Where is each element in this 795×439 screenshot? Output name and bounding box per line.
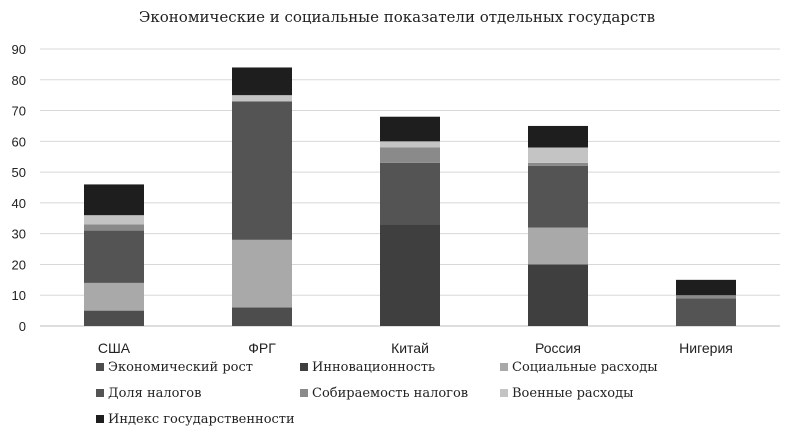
x-category-label: Нигерия: [679, 340, 733, 356]
y-tick-label-10: 10: [12, 288, 26, 303]
legend-swatch-4: [96, 389, 104, 397]
bar-segment-2-6: [232, 95, 292, 102]
legend-label-5: Собираемость налогов: [312, 386, 468, 401]
bar-segment-1-7: [84, 184, 144, 216]
bar-segment-1-5: [84, 224, 144, 231]
y-tick-label-50: 50: [12, 165, 26, 180]
y-tick-label-20: 20: [12, 257, 26, 272]
bar-segment-4-3: [528, 227, 588, 265]
bar-segment-5-4: [676, 298, 736, 326]
legend-swatch-3: [500, 363, 508, 371]
legend-swatch-1: [96, 363, 104, 371]
y-axis-ticks: 0 10 20 30 40 50 60 70 80 90: [12, 42, 26, 334]
legend-label-1: Экономический рост: [108, 360, 253, 375]
bar-segment-4-5: [528, 162, 588, 166]
bar-segment-2-7: [232, 67, 292, 96]
y-tick-label-30: 30: [12, 227, 26, 242]
bar-segment-4-4: [528, 165, 588, 228]
x-category-label: ФРГ: [248, 340, 276, 356]
bar-segment-1-1: [84, 310, 144, 326]
legend-swatch-7: [96, 415, 104, 423]
bar-segment-3-6: [380, 141, 440, 148]
bar-segment-3-2: [380, 224, 440, 326]
legend-label-7: Индекс государственности: [108, 412, 295, 427]
legend-label-2: Инновационность: [312, 360, 435, 375]
bar-segment-1-6: [84, 215, 144, 225]
bar-segment-5-7: [676, 279, 736, 296]
y-tick-label-90: 90: [12, 42, 26, 57]
bar-segment-4-2: [528, 264, 588, 326]
x-axis-categories: США ФРГ Китай Россия Нигерия: [98, 340, 733, 356]
bar-segment-4-7: [528, 125, 588, 148]
bar-segment-2-4: [232, 101, 292, 240]
bar-segment-3-4: [380, 162, 440, 225]
legend-label-3: Социальные расходы: [512, 360, 658, 375]
bar-segment-5-5: [676, 295, 736, 299]
y-tick-label-60: 60: [12, 134, 26, 149]
bar-segment-1-4: [84, 230, 144, 283]
legend-label-6: Военные расходы: [512, 386, 633, 401]
bar-segment-3-7: [380, 116, 440, 142]
y-tick-label-40: 40: [12, 196, 26, 211]
x-category-label: США: [98, 340, 131, 356]
legend: Экономический рост Инновационность Социаль…: [96, 360, 658, 427]
legend-swatch-5: [300, 389, 308, 397]
x-category-label: Россия: [535, 340, 581, 356]
legend-swatch-2: [300, 363, 308, 371]
x-category-label: Китай: [391, 340, 429, 356]
bar-segment-2-3: [232, 239, 292, 308]
bar-segment-2-1: [232, 307, 292, 326]
y-tick-label-80: 80: [12, 73, 26, 88]
bar-segment-1-3: [84, 282, 144, 311]
chart-title: Экономические и социальные показатели от…: [139, 8, 655, 26]
y-tick-label-0: 0: [19, 319, 26, 334]
legend-swatch-6: [500, 389, 508, 397]
bar-segment-3-5: [380, 147, 440, 163]
bar-segment-4-6: [528, 147, 588, 163]
bars: [84, 67, 736, 326]
legend-label-4: Доля налогов: [108, 386, 201, 401]
y-tick-label-70: 70: [12, 104, 26, 119]
